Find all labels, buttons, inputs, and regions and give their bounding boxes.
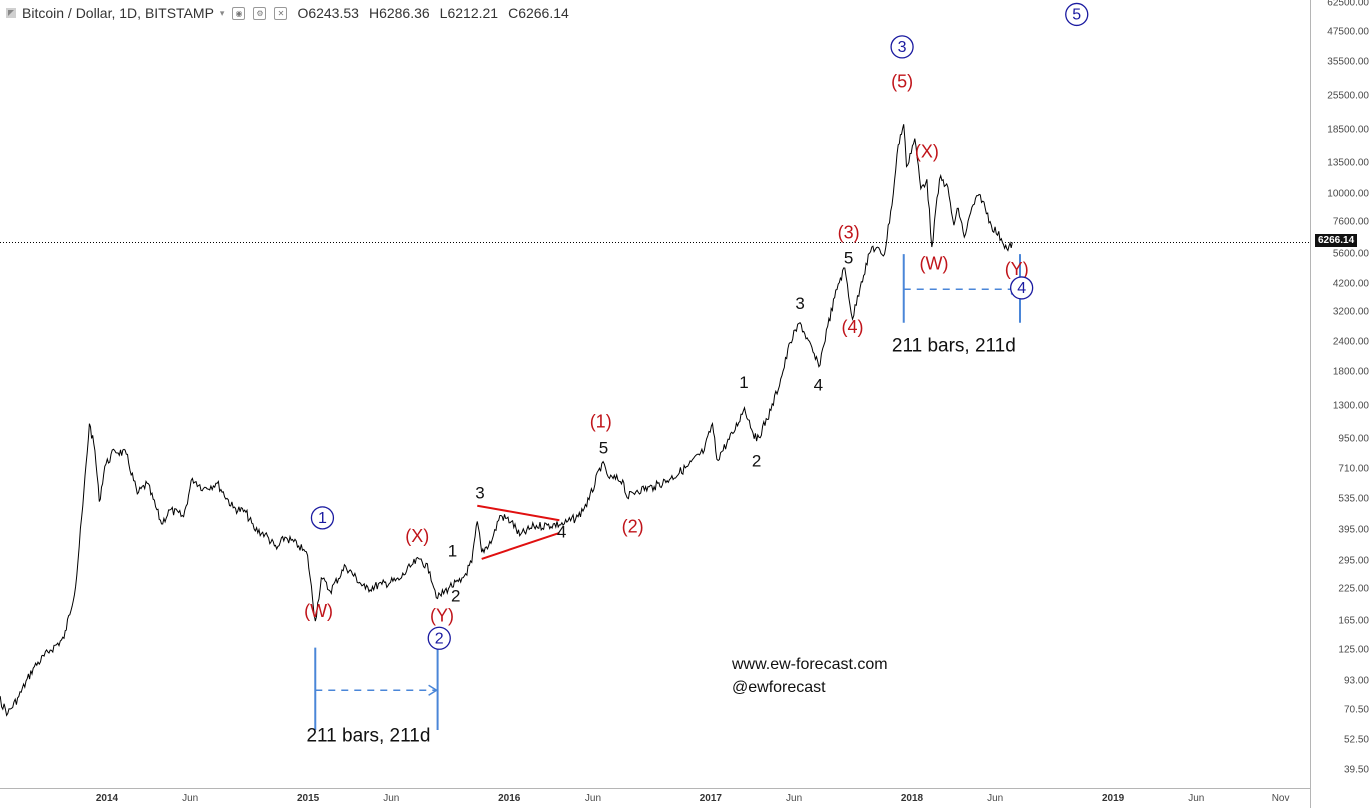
price-tick-label: 93.00 [1343, 675, 1369, 687]
price-tick-label: 35500.00 [1327, 56, 1369, 68]
watermark-site: www.ew-forecast.com [731, 656, 888, 673]
price-chart: 211 bars, 211d 211 bars, 211d (W) (X) (Y) 1 2 3… [0, 2, 1310, 746]
price-axis[interactable]: 62500.00 47500.00 35500.00 25500.00 18500.00… [1310, 0, 1372, 808]
chart-title: Bitcoin / Dollar, 1D, BITSTAMP [22, 5, 214, 21]
wave-label: (5) [891, 72, 913, 92]
current-price-tag: 6266.14 [1315, 234, 1358, 247]
price-tick-label: 10000.00 [1327, 188, 1369, 200]
chart-header: Bitcoin / Dollar, 1D, BITSTAMP ▾ ◉ ⚙ ✕ O… [6, 5, 569, 21]
ohlc-high: H6286.36 [368, 5, 430, 21]
price-tick-label: 18500.00 [1327, 124, 1369, 136]
price-tick-label: 125.00 [1338, 644, 1369, 656]
measure-label: 211 bars, 211d [892, 335, 1016, 356]
price-tick-label: 1300.00 [1332, 400, 1369, 412]
time-tick-label: Jun [584, 793, 602, 804]
wave-label: (X) [915, 142, 939, 162]
wave-circle [890, 35, 914, 59]
wave-label: 4 [557, 522, 566, 541]
time-tick-label: 2015 [296, 793, 320, 804]
wave-label: 3 [795, 294, 804, 313]
price-tick-label: 165.00 [1338, 615, 1369, 627]
wave-label: (2) [622, 516, 644, 536]
time-tick-label: Jun [383, 793, 400, 804]
price-tick-label: 3200.00 [1332, 306, 1369, 318]
price-tick-label: 47500.00 [1327, 26, 1369, 38]
wave-label: (Y) [430, 606, 454, 626]
wave-label: 5 [844, 248, 853, 267]
time-tick-label: 2014 [95, 793, 119, 804]
price-tick-label: 7600.00 [1332, 216, 1369, 228]
price-tick-label: 13500.00 [1327, 157, 1369, 169]
price-line [0, 124, 1013, 717]
wave-label: (X) [405, 526, 429, 546]
price-tick-label: 70.50 [1343, 704, 1369, 716]
wave-circle-label: 5 [1072, 7, 1081, 24]
price-tick-label: 2400.00 [1332, 336, 1369, 348]
wave-label: (Y) [1005, 259, 1029, 279]
wave-label: 2 [451, 587, 460, 606]
settings-icon[interactable]: ⚙ [253, 6, 267, 20]
price-tick-label: 535.00 [1338, 493, 1369, 505]
dropdown-icon[interactable]: ▾ [219, 7, 225, 18]
wave-circle-label: 2 [435, 630, 444, 647]
chart-plot-area[interactable]: 211 bars, 211d 211 bars, 211d (W) (X) (Y) 1 2 3… [0, 0, 1310, 788]
ohlc-low: L6212.21 [439, 5, 499, 21]
wave-label: 5 [599, 439, 608, 458]
wave-label: (3) [838, 223, 860, 243]
time-tick-label: 2019 [1101, 793, 1125, 804]
price-tick-label: 295.00 [1338, 555, 1369, 567]
time-tick-label: Jun [1188, 793, 1205, 804]
time-tick-label: 2017 [699, 793, 722, 804]
ohlc-close: C6266.14 [508, 5, 569, 21]
wave-label: 3 [475, 483, 484, 502]
wave-circle [1065, 2, 1089, 27]
time-tick-label: 2018 [900, 793, 924, 804]
watermark-handle: @ewforecast [732, 679, 826, 696]
price-tick-label: 5600.00 [1332, 248, 1369, 260]
wave-circle [310, 506, 335, 530]
wave-label: 1 [739, 373, 748, 392]
wave-label: (4) [841, 317, 863, 337]
remove-icon[interactable]: ✕ [274, 6, 288, 20]
triangle-lower-line [481, 531, 560, 560]
price-tick-label: 950.00 [1338, 433, 1369, 445]
measure-label: 211 bars, 211d [306, 725, 430, 746]
wave-label: (1) [590, 411, 612, 431]
triangle-upper-line [477, 504, 560, 522]
wave-label: 2 [752, 452, 761, 471]
wave-label: 4 [814, 375, 823, 394]
price-tick-label: 1800.00 [1332, 366, 1369, 378]
ohlc-open: O6243.53 [297, 5, 359, 21]
time-axis[interactable]: 2014 Jun 2015 Jun 2016 Jun 2017 Jun 2018 Jun 2019 J… [0, 788, 1310, 809]
price-tick-label: 395.00 [1338, 524, 1369, 536]
price-tick-label: 25500.00 [1327, 90, 1369, 102]
wave-label: (W) [304, 601, 333, 621]
time-tick-label: Jun [987, 793, 1004, 804]
price-tick-label: 710.00 [1338, 463, 1369, 475]
measure-arrow-head [428, 684, 439, 696]
wave-label: 1 [448, 542, 457, 561]
visibility-icon[interactable]: ◉ [232, 6, 246, 20]
wave-circle-label: 1 [318, 510, 327, 527]
time-tick-label: Nov [1271, 793, 1290, 804]
wave-label: (W) [920, 254, 949, 274]
wave-circle [427, 626, 451, 650]
time-tick-label: Jun [786, 793, 803, 804]
price-tick-label: 52.50 [1343, 734, 1369, 746]
time-tick-label: 2016 [498, 793, 521, 804]
wave-circle-label: 3 [898, 39, 907, 56]
wave-circle-label: 4 [1017, 280, 1026, 297]
wave-circle [1009, 276, 1034, 300]
price-tick-label: 39.50 [1343, 764, 1369, 776]
time-tick-label: Jun [182, 793, 199, 804]
price-tick-label: 225.00 [1338, 583, 1369, 595]
collapse-icon[interactable] [6, 8, 16, 18]
price-tick-label: 4200.00 [1332, 278, 1369, 290]
price-tick-label: 62500.00 [1327, 0, 1369, 9]
